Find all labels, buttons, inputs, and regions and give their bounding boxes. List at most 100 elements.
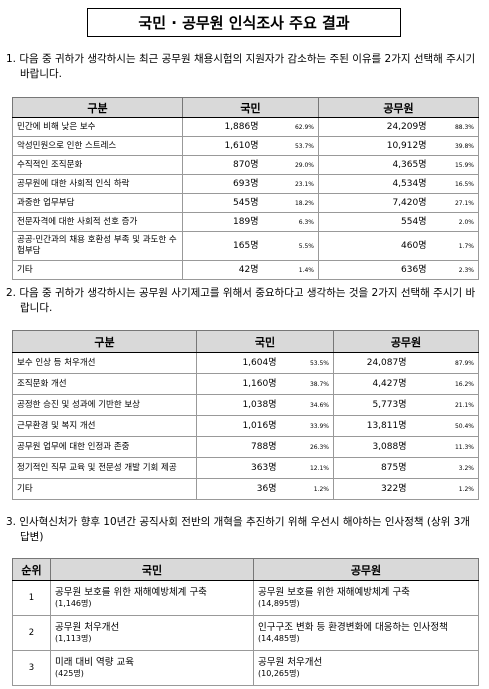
answer-cell: 공무원 보호를 위한 재해예방체계 구축 (14,895명): [253, 580, 479, 616]
header-cell: 국민: [50, 558, 254, 581]
header-cell: 순위: [12, 558, 51, 581]
count-cell: 4,427명: [333, 373, 411, 395]
count-cell: 4,365명: [318, 155, 431, 175]
label-cell: 과중한 업무부담: [12, 193, 183, 213]
header-cell: 국민: [182, 97, 319, 118]
percent-cell: 11.3%: [410, 436, 479, 458]
header-cell: 구분: [12, 330, 197, 353]
percent-cell: 21.1%: [410, 394, 479, 416]
count-cell: 10,912명: [318, 136, 431, 156]
percent-cell: 6.3%: [262, 212, 319, 232]
answer-count: (10,265명): [258, 669, 300, 678]
count-cell: 636명: [318, 260, 431, 280]
count-cell: 165명: [182, 231, 263, 261]
title: 국민 · 공무원 인식조사 주요 결과: [87, 8, 401, 37]
percent-cell: 39.8%: [430, 136, 479, 156]
count-cell: 322명: [333, 478, 411, 500]
percent-cell: 18.2%: [262, 193, 319, 213]
row: 수직적인 조직문화 870명 29.0% 4,365명 15.9%: [12, 155, 479, 175]
header-row: 순위 국민 공무원: [12, 558, 479, 581]
count-cell: 24,087명: [333, 352, 411, 374]
answer-count: (425명): [55, 669, 84, 678]
count-cell: 1,016명: [196, 415, 281, 437]
percent-cell: 88.3%: [430, 117, 479, 137]
label-cell: 공정한 승진 및 성과에 기반한 보상: [12, 394, 197, 416]
percent-cell: 29.0%: [262, 155, 319, 175]
count-cell: 24,209명: [318, 117, 431, 137]
percent-cell: 5.5%: [262, 231, 319, 261]
percent-cell: 87.9%: [410, 352, 479, 374]
percent-cell: 53.5%: [280, 352, 334, 374]
question: 3. 인사혁신처가 향후 10년간 공직사회 전반의 개혁을 추진하기 위해 우…: [6, 516, 470, 543]
count-cell: 1,886명: [182, 117, 263, 137]
row: 공무원에 대한 사회적 인식 하락 693명 23.1% 4,534명 16.5%: [12, 174, 479, 194]
header-row: 구분 국민 공무원: [12, 97, 479, 118]
percent-cell: 1.2%: [280, 478, 334, 500]
percent-cell: 53.7%: [262, 136, 319, 156]
percent-cell: 26.3%: [280, 436, 334, 458]
percent-cell: 27.1%: [430, 193, 479, 213]
percent-cell: 62.9%: [262, 117, 319, 137]
count-cell: 1,610명: [182, 136, 263, 156]
percent-cell: 50.4%: [410, 415, 479, 437]
percent-cell: 15.9%: [430, 155, 479, 175]
row: 공정한 승진 및 성과에 기반한 보상 1,038명 34.6% 5,773명 21.1…: [12, 394, 479, 416]
row: 악성민원으로 인한 스트레스 1,610명 53.7% 10,912명 39.8%: [12, 136, 479, 156]
row: 조직문화 개선 1,160명 38.7% 4,427명 16.2%: [12, 373, 479, 395]
label-cell: 수직적인 조직문화: [12, 155, 183, 175]
count-cell: 189명: [182, 212, 263, 232]
rank-cell: 3: [12, 650, 51, 686]
header-cell: 국민: [196, 330, 334, 353]
answer-count: (1,113명): [55, 634, 92, 643]
answer-cell: 공무원 처우개선 (10,265명): [253, 650, 479, 686]
label-cell: 공무원에 대한 사회적 인식 하락: [12, 174, 183, 194]
label-cell: 정기적인 직무 교육 및 전문성 개발 기회 제공: [12, 457, 197, 479]
label-cell: 민간에 비해 낮은 보수: [12, 117, 183, 137]
header-cell: 공무원: [253, 558, 479, 581]
percent-cell: 16.2%: [410, 373, 479, 395]
label-cell: 공공·민간과의 채용 호환성 부족 및 과도한 수험부담: [12, 231, 183, 261]
table: 순위 국민 공무원 1 공무원 보호를 위한 재해예방체계 구축 (1,146명) 공무원 …: [12, 558, 479, 686]
percent-cell: 1.7%: [430, 231, 479, 261]
percent-cell: 1.4%: [262, 260, 319, 280]
answer-text: 인구구조 변화 등 환경변화에 대응하는 인사정책: [258, 622, 448, 633]
row: 기타 42명 1.4% 636명 2.3%: [12, 260, 479, 280]
label-cell: 전문자격에 대한 사회적 선호 증가: [12, 212, 183, 232]
answer-count: (14,895명): [258, 599, 300, 608]
rank-cell: 1: [12, 580, 51, 616]
count-cell: 1,160명: [196, 373, 281, 395]
count-cell: 1,604명: [196, 352, 281, 374]
row: 2 공무원 처우개선 (1,113명) 인구구조 변화 등 환경변화에 대응하는 인사…: [12, 615, 479, 651]
count-cell: 363명: [196, 457, 281, 479]
table: 구분 국민 공무원 민간에 비해 낮은 보수 1,886명 62.9% 24,209명 88.…: [12, 97, 479, 280]
row: 정기적인 직무 교육 및 전문성 개발 기회 제공 363명 12.1% 875명 3.…: [12, 457, 479, 479]
answer-text: 미래 대비 역량 교육: [55, 657, 134, 668]
answer-cell: 인구구조 변화 등 환경변화에 대응하는 인사정책 (14,485명): [253, 615, 479, 651]
percent-cell: 3.2%: [410, 457, 479, 479]
count-cell: 788명: [196, 436, 281, 458]
row: 보수 인상 등 처우개선 1,604명 53.5% 24,087명 87.9%: [12, 352, 479, 374]
answer-text: 공무원 처우개선: [55, 622, 120, 633]
percent-cell: 38.7%: [280, 373, 334, 395]
row: 공공·민간과의 채용 호환성 부족 및 과도한 수험부담 165명 5.5% 460명…: [12, 231, 479, 261]
count-cell: 460명: [318, 231, 431, 261]
percent-cell: 2.0%: [430, 212, 479, 232]
row: 1 공무원 보호를 위한 재해예방체계 구축 (1,146명) 공무원 보호를 위한 …: [12, 580, 479, 616]
count-cell: 13,811명: [333, 415, 411, 437]
answer-text: 공무원 처우개선: [258, 657, 323, 668]
answer-text: 공무원 보호를 위한 재해예방체계 구축: [55, 587, 207, 598]
count-cell: 870명: [182, 155, 263, 175]
label-cell: 공무원 업무에 대한 인정과 존중: [12, 436, 197, 458]
count-cell: 545명: [182, 193, 263, 213]
header-row: 구분 국민 공무원: [12, 330, 479, 353]
row: 과중한 업무부담 545명 18.2% 7,420명 27.1%: [12, 193, 479, 213]
label-cell: 기타: [12, 478, 197, 500]
label-cell: 악성민원으로 인한 스트레스: [12, 136, 183, 156]
percent-cell: 34.6%: [280, 394, 334, 416]
row: 공무원 업무에 대한 인정과 존중 788명 26.3% 3,088명 11.3%: [12, 436, 479, 458]
row: 민간에 비해 낮은 보수 1,886명 62.9% 24,209명 88.3%: [12, 117, 479, 137]
percent-cell: 2.3%: [430, 260, 479, 280]
row: 기타 36명 1.2% 322명 1.2%: [12, 478, 479, 500]
label-cell: 조직문화 개선: [12, 373, 197, 395]
